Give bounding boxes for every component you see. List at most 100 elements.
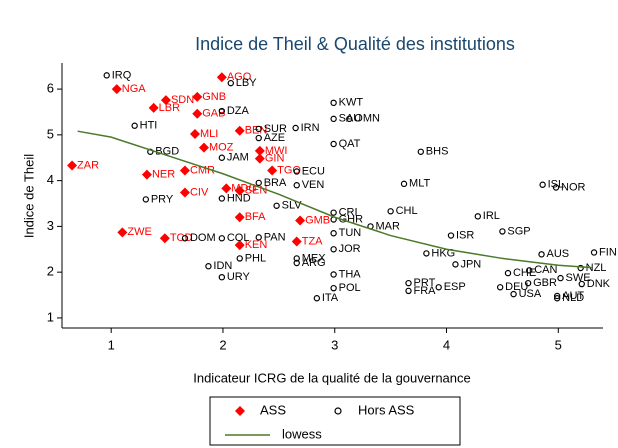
point-label: CIV	[190, 186, 209, 198]
point-label: KWT	[339, 97, 364, 109]
point	[423, 250, 430, 257]
point-label: AGO	[227, 71, 252, 83]
point	[447, 232, 455, 239]
point	[387, 208, 394, 215]
point-label: THA	[339, 268, 362, 280]
point-label: PHL	[245, 252, 266, 264]
chart-title: Indice de Theil & Qualité des institutio…	[195, 34, 515, 54]
point-label: ECU	[302, 165, 325, 177]
point	[103, 72, 110, 79]
point-label: BGD	[155, 146, 179, 158]
point	[255, 125, 262, 133]
point	[254, 145, 265, 156]
point	[524, 279, 532, 287]
point	[504, 269, 512, 277]
point	[553, 295, 561, 302]
point	[255, 134, 262, 142]
point-label: PRT	[414, 277, 436, 289]
point-label: MAR	[376, 220, 401, 232]
point-label: SLV	[282, 200, 303, 212]
legend-marker	[334, 407, 342, 415]
point	[577, 264, 584, 272]
point	[142, 196, 150, 203]
point	[435, 284, 442, 291]
legend-label: ASS	[260, 402, 286, 417]
x-tick-label: 4	[443, 337, 450, 352]
point	[330, 140, 337, 148]
point-label: SUR	[264, 123, 287, 135]
point	[330, 284, 337, 292]
point-label: BRA	[264, 177, 287, 189]
point	[557, 274, 564, 282]
point	[111, 84, 122, 95]
point-label: IDN	[213, 260, 232, 272]
point	[218, 195, 226, 202]
point	[234, 240, 245, 251]
x-tick-label: 2	[219, 337, 226, 352]
y-tick-label: 1	[47, 309, 54, 324]
point	[148, 102, 159, 113]
point	[538, 251, 545, 258]
point-label: MEX	[302, 252, 327, 264]
point	[293, 182, 300, 189]
point	[330, 230, 337, 237]
x-tick-label: 1	[108, 337, 115, 352]
point	[218, 154, 226, 161]
legend-box	[209, 396, 461, 446]
point	[255, 179, 262, 187]
point-label: IRQ	[112, 69, 132, 81]
point	[181, 235, 189, 242]
point-label: AUS	[547, 248, 570, 260]
point	[295, 215, 306, 226]
point-label: CHL	[396, 205, 418, 217]
point-label: ZWE	[127, 226, 151, 238]
point	[255, 234, 262, 241]
point	[400, 180, 408, 188]
point-label: GNB	[202, 91, 226, 103]
point-label: ARG	[302, 257, 326, 269]
point	[117, 227, 128, 238]
point-label: MDG	[231, 182, 257, 194]
point-label: OMN	[354, 113, 380, 125]
point-label: SWE	[566, 272, 591, 284]
point	[273, 202, 280, 209]
point	[160, 95, 171, 106]
point	[499, 228, 506, 235]
point-label: BFA	[245, 211, 266, 223]
point-label: AUT	[562, 290, 584, 302]
point	[552, 184, 560, 191]
point	[192, 108, 203, 119]
point	[198, 142, 209, 153]
point-label: SAU	[339, 113, 362, 125]
point-label: COL	[227, 232, 250, 244]
point-label: NGA	[122, 83, 147, 95]
point-label: AZE	[264, 132, 285, 144]
point	[218, 107, 226, 115]
point-label: ITA	[322, 292, 339, 304]
point-label: LBY	[236, 77, 257, 89]
point	[330, 99, 337, 107]
point-label: FRA	[414, 285, 437, 297]
point	[218, 235, 226, 242]
point-label: SDN	[171, 94, 194, 106]
point	[405, 279, 412, 287]
point-label: SGP	[507, 225, 530, 237]
point	[452, 261, 459, 268]
point	[330, 271, 337, 278]
x-tick-label: 3	[331, 337, 338, 352]
point	[234, 212, 245, 223]
point	[346, 115, 353, 123]
point	[234, 185, 245, 196]
point-label: JAM	[227, 152, 249, 164]
point	[330, 115, 337, 123]
point-label: VEN	[302, 179, 325, 191]
point	[179, 187, 190, 198]
point-label: MLI	[200, 128, 218, 140]
point	[293, 168, 300, 175]
y-tick-label: 6	[47, 81, 54, 96]
point	[192, 91, 203, 102]
point-label: QAT	[339, 138, 361, 150]
point-label: HTI	[140, 120, 158, 132]
point-label: TUN	[339, 227, 362, 239]
point-label: DNK	[587, 278, 611, 290]
